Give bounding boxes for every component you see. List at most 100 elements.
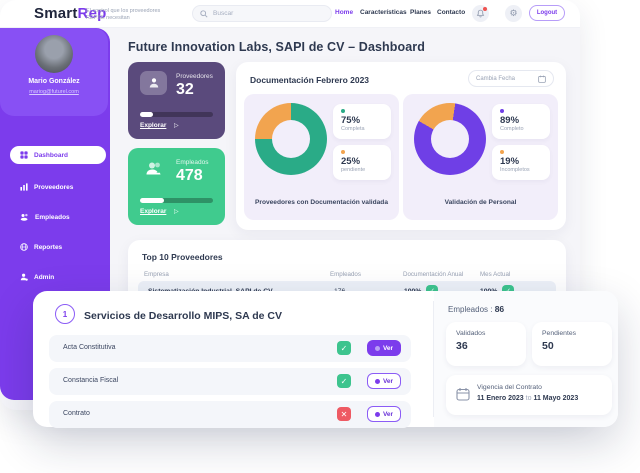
modal-summary-panel: Empleados : 86 Validados 36 Pendientes 5… (434, 291, 618, 427)
brand-logo-primary: Smart (34, 5, 78, 22)
chip-value: 89% (500, 115, 520, 126)
contract-to: to (525, 395, 532, 402)
logout-button[interactable]: Logout (529, 5, 565, 21)
people-icon (20, 213, 28, 221)
admin-user-icon (20, 273, 28, 281)
chart-caption: Validación de Personal (444, 199, 517, 206)
documentation-panel: Documentación Febrero 2023 Cambia Fecha … (236, 62, 566, 230)
legend-dot (341, 150, 345, 154)
gear-icon: ⚙ (509, 8, 518, 18)
settings-button[interactable]: ⚙ (505, 5, 522, 22)
documentation-title: Documentación Febrero 2023 (250, 75, 370, 85)
sidebar-item-admin[interactable]: Admin (10, 268, 106, 286)
search-box[interactable] (192, 5, 332, 22)
chip-label: Completo (500, 126, 524, 132)
notifications-button[interactable] (472, 5, 489, 22)
eye-icon (374, 345, 380, 351)
progress-fill (140, 198, 165, 203)
avatar[interactable] (35, 35, 73, 73)
contract-label: Vigencia del Contrato (477, 384, 542, 391)
page-title: Future Innovation Labs, SAPI de CV – Das… (128, 40, 426, 54)
pending-card: Pendientes 50 (532, 322, 612, 366)
change-date-button[interactable]: Cambia Fecha (468, 70, 554, 87)
legend-dot (500, 109, 504, 113)
progress-track (140, 112, 213, 117)
explorar-link[interactable]: Explorar (140, 122, 167, 129)
change-date-label: Cambia Fecha (476, 75, 516, 82)
chip-label: pendiente (341, 167, 366, 173)
chart-card-personal: 89% Completo 19% Incompletos Validación … (403, 94, 558, 220)
provider-rank-badge: 1 (55, 304, 75, 324)
donut-chart-proveedores (255, 103, 327, 175)
stat-chip: 25% pendiente (333, 145, 391, 180)
status-badge: ✓ (337, 374, 351, 388)
bell-icon (476, 9, 485, 18)
calendar-icon (538, 75, 546, 83)
provider-icon (140, 71, 167, 95)
document-label: Contrato (63, 410, 90, 417)
dashboard-icon (20, 151, 28, 159)
pending-value: 50 (542, 340, 554, 352)
ver-button[interactable]: Ver (367, 406, 401, 422)
search-icon (200, 9, 208, 18)
sidebar-item-label: Admin (34, 273, 55, 281)
sidebar-item-label: Empleados (35, 213, 70, 221)
sidebar-item-label: Reportes (34, 243, 63, 251)
calendar-icon (456, 388, 470, 401)
brand-tagline-line1: El control que los proveedores (86, 8, 161, 14)
validated-card: Validados 36 (446, 322, 526, 366)
employees-count: Empleados : 86 (448, 304, 504, 314)
nav-item-caracteristicas[interactable]: Características (360, 9, 407, 16)
search-input[interactable] (213, 10, 313, 17)
profile-name: Mario González (28, 78, 80, 85)
profile-card: Mario González mariog@futurel.com (0, 28, 108, 116)
brand-tagline: El control que los proveedores REPSE nec… (86, 8, 160, 22)
col-doc-anual: Documentación Anual (403, 271, 464, 278)
employees-icon (140, 157, 167, 181)
globe-icon (20, 243, 28, 251)
sidebar-item-label: Dashboard (34, 151, 68, 159)
bar-chart-icon (20, 183, 28, 191)
ver-label: Ver (382, 344, 394, 352)
chip-value: 25% (341, 156, 361, 167)
sidebar-item-reportes[interactable]: Reportes (10, 238, 106, 256)
status-badge: ✓ (337, 341, 351, 355)
donut-hole (272, 120, 310, 158)
stat-label: Proveedores (176, 73, 213, 80)
legend-dot (341, 109, 345, 113)
ver-button[interactable]: Ver (367, 373, 401, 389)
ver-button[interactable]: Ver (367, 340, 401, 356)
divider (433, 301, 434, 417)
contract-validity-card: Vigencia del Contrato 11 Enero 2023 to 1… (446, 375, 612, 415)
modal-title: Servicios de Desarrollo MIPS, SA de CV (84, 310, 283, 322)
chip-label: Completa (341, 126, 365, 132)
employees-count-label: Empleados : (448, 305, 493, 314)
col-empleados: Empleados (330, 271, 361, 278)
stat-card-empleados: Empleados 478 Explorar ▷ (128, 148, 225, 225)
stat-card-proveedores: Proveedores 32 Explorar ▷ (128, 62, 225, 139)
sidebar-item-proveedores[interactable]: Proveedores (10, 178, 106, 196)
contract-end: 11 Mayo 2023 (533, 395, 579, 402)
contract-start: 11 Enero 2023 (477, 395, 524, 402)
brand-logo[interactable]: SmartRep (34, 5, 106, 22)
sidebar-item-empleados[interactable]: Empleados (10, 208, 106, 226)
brand-tagline-line2: REPSE necesitan (86, 15, 130, 21)
nav-item-contacto[interactable]: Contacto (437, 9, 466, 16)
ver-label: Ver (382, 377, 394, 385)
profile-email[interactable]: mariog@futurel.com (29, 89, 79, 95)
stat-chip: 19% Incompletos (492, 145, 550, 180)
col-mes-actual: Mes Actual (480, 271, 511, 278)
chip-value: 19% (500, 156, 520, 167)
document-label: Constancia Fiscal (63, 377, 119, 384)
table-title: Top 10 Proveedores (142, 252, 223, 262)
col-empresa: Empresa (144, 271, 169, 278)
contract-dates: 11 Enero 2023 to 11 Mayo 2023 (477, 395, 578, 402)
donut-chart-personal (414, 103, 486, 175)
document-row-constancia: Constancia Fiscal ✓ Ver (49, 368, 411, 395)
stat-value: 32 (176, 81, 194, 98)
nav-item-planes[interactable]: Planes (410, 9, 431, 16)
nav-item-home[interactable]: Home (335, 9, 354, 16)
sidebar-item-dashboard[interactable]: Dashboard (10, 146, 106, 164)
explorar-link[interactable]: Explorar (140, 208, 167, 215)
stat-chip: 75% Completa (333, 104, 391, 139)
